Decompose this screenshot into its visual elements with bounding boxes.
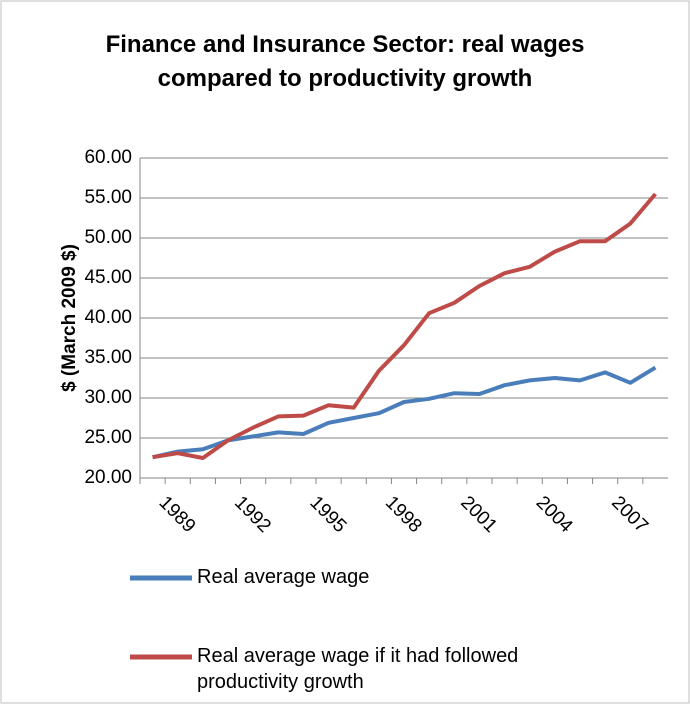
chart-title: Finance and Insurance Sector: real wages… xyxy=(105,31,585,92)
legend-label: Real average wage if it had followed pro… xyxy=(197,645,519,693)
y-tick-label: 30.00 xyxy=(84,387,132,408)
y-tick-label: 60.00 xyxy=(84,147,132,168)
series-line xyxy=(152,365,657,460)
y-tick-label: 40.00 xyxy=(84,307,132,328)
y-tick-label: 55.00 xyxy=(84,187,132,208)
y-axis-label: $ (March 2009 $) xyxy=(59,244,80,392)
y-tick-label: 35.00 xyxy=(84,347,132,368)
y-tick-label: 20.00 xyxy=(84,467,132,488)
y-tick-label: 25.00 xyxy=(84,427,132,448)
title-box: Finance and Insurance Sector: real wages… xyxy=(105,31,585,92)
y-tick-label: 50.00 xyxy=(84,227,132,248)
series-line xyxy=(152,192,657,460)
y-tick-label: 45.00 xyxy=(84,267,132,288)
legend-label: Real average wage xyxy=(197,566,370,588)
